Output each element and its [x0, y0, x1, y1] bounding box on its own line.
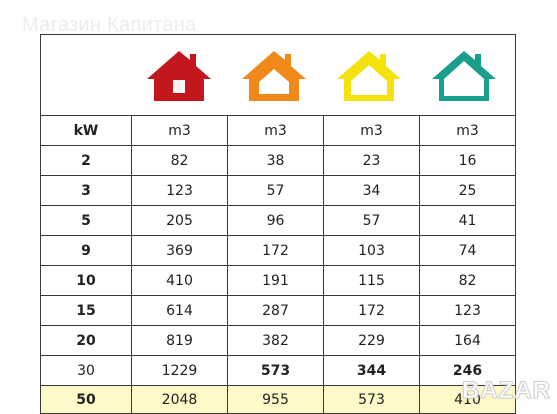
bazar-logo: BAZAR: [462, 377, 551, 405]
table-row-highlighted: 50 2048 955 573 410: [41, 385, 515, 413]
house-icon-row: [41, 35, 515, 116]
table-row: 10 410 191 115 82: [41, 265, 515, 295]
value-cell: 573: [227, 356, 323, 385]
value-cell: 34: [323, 176, 419, 205]
table-row: 5 205 96 57 41: [41, 205, 515, 235]
kw-cell: 10: [76, 272, 96, 289]
value-cell: 205: [131, 206, 227, 235]
m3-header: m3: [323, 116, 419, 145]
kw-header: kW: [73, 122, 99, 139]
table-row: 3 123 57 34 25: [41, 175, 515, 205]
value-cell: 23: [323, 146, 419, 175]
kw-cell: 50: [76, 391, 96, 408]
value-cell: 410: [131, 266, 227, 295]
orange-house-icon: [226, 35, 321, 115]
value-cell: 96: [227, 206, 323, 235]
value-cell: 82: [131, 146, 227, 175]
value-cell: 123: [131, 176, 227, 205]
value-cell: 172: [227, 236, 323, 265]
value-cell: 123: [419, 296, 515, 325]
value-cell: 103: [323, 236, 419, 265]
kw-cell: 5: [81, 212, 91, 229]
value-cell: 41: [419, 206, 515, 235]
value-cell: 16: [419, 146, 515, 175]
red-house-icon: [131, 35, 226, 115]
empty-corner-cell: [41, 35, 131, 115]
value-cell: 614: [131, 296, 227, 325]
value-cell: 410: [419, 386, 515, 413]
value-cell: 2048: [131, 386, 227, 413]
value-cell: 74: [419, 236, 515, 265]
value-cell: 82: [419, 266, 515, 295]
table-row: 2 82 38 23 16: [41, 145, 515, 175]
table-row: 30 1229 573 344 246: [41, 355, 515, 385]
value-cell: 38: [227, 146, 323, 175]
value-cell: 172: [323, 296, 419, 325]
m3-header: m3: [419, 116, 515, 145]
value-cell: 57: [323, 206, 419, 235]
yellow-house-icon: [321, 35, 416, 115]
kw-cell: 15: [76, 302, 96, 319]
teal-house-icon: [416, 35, 511, 115]
value-cell: 229: [323, 326, 419, 355]
value-cell: 246: [419, 356, 515, 385]
value-cell: 1229: [131, 356, 227, 385]
value-cell: 573: [323, 386, 419, 413]
value-cell: 369: [131, 236, 227, 265]
value-cell: 819: [131, 326, 227, 355]
m3-header: m3: [227, 116, 323, 145]
watermark-text: Магазин Капитана: [22, 14, 197, 36]
value-cell: 955: [227, 386, 323, 413]
value-cell: 191: [227, 266, 323, 295]
value-cell: 25: [419, 176, 515, 205]
value-cell: 287: [227, 296, 323, 325]
kw-cell: 3: [81, 182, 91, 199]
kw-cell: 20: [76, 332, 96, 349]
value-cell: 344: [323, 356, 419, 385]
kw-cell: 30: [77, 362, 95, 379]
header-row: kW m3 m3 m3 m3: [41, 116, 515, 145]
value-cell: 164: [419, 326, 515, 355]
kw-cell: 9: [81, 242, 91, 259]
value-cell: 115: [323, 266, 419, 295]
capacity-table: kW m3 m3 m3 m3 2 82 38 23 16 3 123 57 34…: [40, 34, 516, 414]
table-row: 20 819 382 229 164: [41, 325, 515, 355]
m3-header: m3: [131, 116, 227, 145]
value-cell: 57: [227, 176, 323, 205]
table-row: 15 614 287 172 123: [41, 295, 515, 325]
value-cell: 382: [227, 326, 323, 355]
table-row: 9 369 172 103 74: [41, 235, 515, 265]
kw-cell: 2: [81, 152, 91, 169]
